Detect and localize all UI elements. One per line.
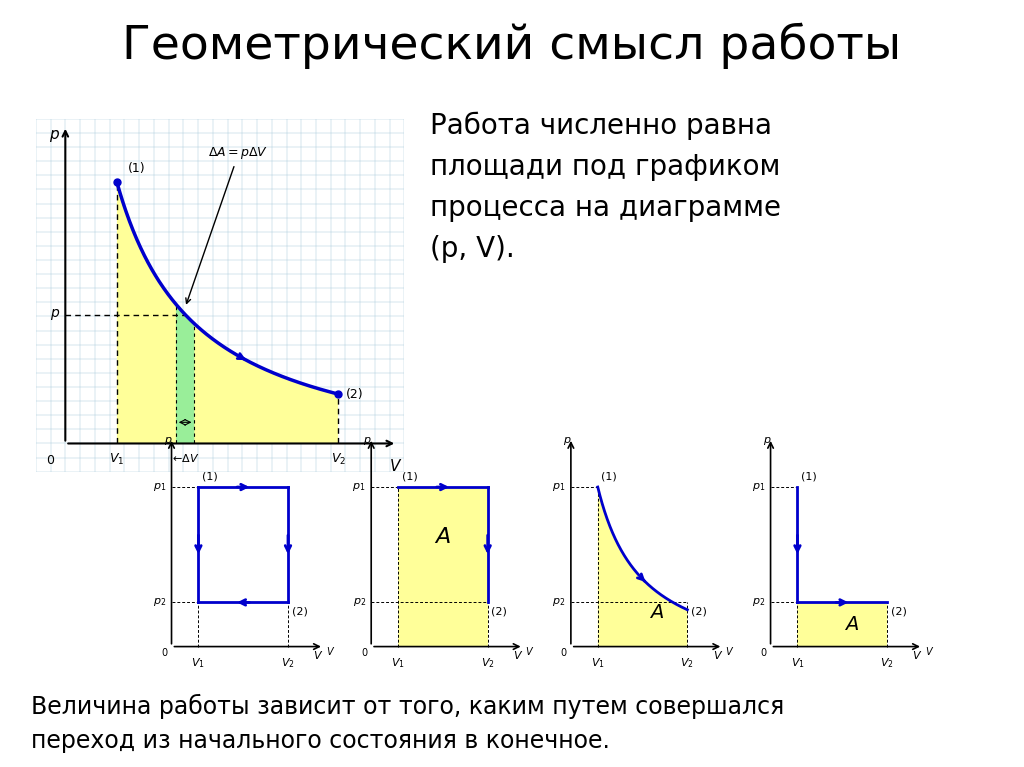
Text: 0: 0 xyxy=(361,648,367,658)
Text: $p$: $p$ xyxy=(763,435,771,447)
Polygon shape xyxy=(176,304,195,443)
Text: $V_1$: $V_1$ xyxy=(110,453,125,467)
Text: (1): (1) xyxy=(801,472,817,482)
Text: Работа численно равна
площади под графиком
процесса на диаграмме
(р, V).: Работа численно равна площади под график… xyxy=(430,111,781,263)
Text: $p_2$: $p_2$ xyxy=(752,597,765,608)
Text: $V$: $V$ xyxy=(388,458,402,473)
Text: $p_2$: $p_2$ xyxy=(352,597,366,608)
Polygon shape xyxy=(117,183,338,443)
Text: $V$: $V$ xyxy=(925,645,934,657)
Text: $A$: $A$ xyxy=(844,615,859,634)
Text: $V_1$: $V_1$ xyxy=(391,657,406,670)
Text: $V$: $V$ xyxy=(525,645,535,657)
Text: $V$: $V$ xyxy=(513,649,523,661)
Text: $V_2$: $V_2$ xyxy=(331,453,346,467)
Text: $A$: $A$ xyxy=(434,528,452,548)
Text: (1): (1) xyxy=(202,472,218,482)
Text: $A$: $A$ xyxy=(649,603,665,622)
Polygon shape xyxy=(798,602,887,647)
Text: $p_1$: $p_1$ xyxy=(352,481,366,493)
Text: (2): (2) xyxy=(292,607,307,617)
Text: $\Delta A = p\Delta V$: $\Delta A = p\Delta V$ xyxy=(185,145,268,304)
Text: $V_2$: $V_2$ xyxy=(282,657,295,670)
Text: (1): (1) xyxy=(601,472,617,482)
Text: $V_2$: $V_2$ xyxy=(481,657,495,670)
Text: (2): (2) xyxy=(891,607,906,617)
Text: $p_2$: $p_2$ xyxy=(153,597,166,608)
Text: $p$: $p$ xyxy=(164,435,172,447)
Text: $p_1$: $p_1$ xyxy=(552,481,565,493)
Text: $V$: $V$ xyxy=(713,649,723,661)
Polygon shape xyxy=(398,487,487,647)
Text: $p$: $p$ xyxy=(49,307,59,322)
Text: (1): (1) xyxy=(128,163,145,176)
Text: $V$: $V$ xyxy=(912,649,923,661)
Text: $p$: $p$ xyxy=(563,435,571,447)
Text: (1): (1) xyxy=(401,472,418,482)
Text: $p_2$: $p_2$ xyxy=(552,597,565,608)
Text: (2): (2) xyxy=(492,607,507,617)
Text: $V_1$: $V_1$ xyxy=(591,657,605,670)
Text: $V_2$: $V_2$ xyxy=(681,657,694,670)
Text: $V_1$: $V_1$ xyxy=(791,657,805,670)
Text: Величина работы зависит от того, каким путем совершался
переход из начального со: Величина работы зависит от того, каким п… xyxy=(31,694,784,752)
Text: $p$: $p$ xyxy=(49,128,59,143)
Text: 0: 0 xyxy=(46,454,54,467)
Text: $V$: $V$ xyxy=(725,645,734,657)
Text: $V_2$: $V_2$ xyxy=(881,657,894,670)
Text: $V$: $V$ xyxy=(313,649,324,661)
Text: $V$: $V$ xyxy=(326,645,335,657)
Text: $V_1$: $V_1$ xyxy=(191,657,206,670)
Text: (2): (2) xyxy=(345,387,364,400)
Text: $p_1$: $p_1$ xyxy=(153,481,166,493)
Text: $p_1$: $p_1$ xyxy=(752,481,765,493)
Text: (2): (2) xyxy=(691,607,707,617)
Text: $\leftarrow\!\Delta V$: $\leftarrow\!\Delta V$ xyxy=(170,453,200,464)
Text: $p$: $p$ xyxy=(364,435,372,447)
Text: 0: 0 xyxy=(761,648,766,658)
Text: Геометрический смысл работы: Геометрический смысл работы xyxy=(123,23,901,70)
Text: 0: 0 xyxy=(162,648,167,658)
Polygon shape xyxy=(598,487,687,647)
Text: 0: 0 xyxy=(561,648,566,658)
